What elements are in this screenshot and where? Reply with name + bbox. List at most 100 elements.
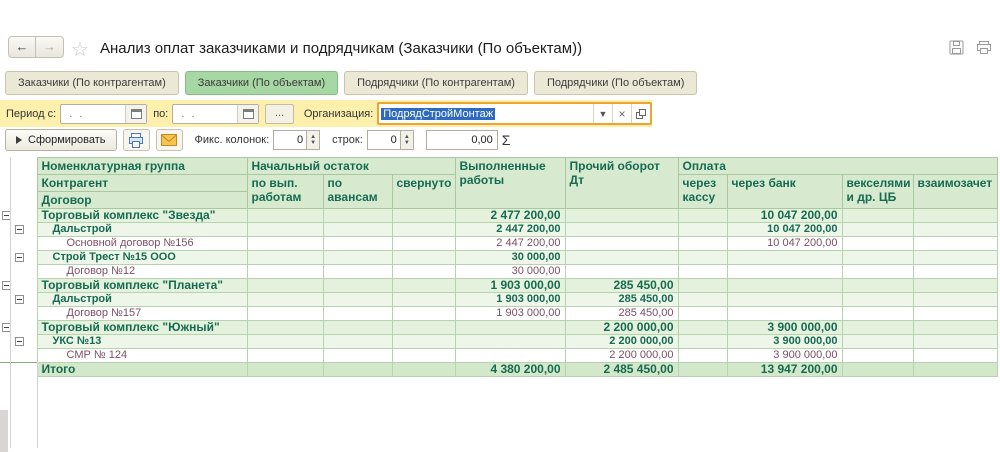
cell-bank[interactable]: 13 947 200,00	[726, 362, 843, 377]
cell-vzaim[interactable]	[912, 306, 998, 321]
total-row[interactable]: Итого 4 380 200,00 2 485 450,00 13 947 200,…	[0, 362, 998, 377]
tab-0[interactable]: Заказчики (По контрагентам)	[5, 71, 179, 95]
cell-prochiy[interactable]: 285 450,00	[564, 278, 679, 293]
tab-3[interactable]: Подрядчики (По объектам)	[533, 71, 698, 95]
cell-svernuto[interactable]	[391, 334, 456, 349]
sigma-icon[interactable]: Σ	[501, 132, 511, 148]
cell-svernuto[interactable]	[391, 208, 456, 223]
cell-kassa[interactable]	[677, 264, 728, 279]
period-to-value[interactable]: . .	[181, 107, 197, 120]
cell-nach_vyp[interactable]	[246, 222, 324, 237]
cell-vzaim[interactable]	[912, 264, 998, 279]
row-label[interactable]: Торговый комплекс "Южный"	[36, 320, 248, 335]
cell-nach_vyp[interactable]	[246, 292, 324, 307]
table-row[interactable]: Договор №12 30 000,00	[0, 264, 998, 279]
tab-1[interactable]: Заказчики (По объектам)	[184, 71, 339, 95]
cell-nach_avans[interactable]	[322, 236, 393, 251]
generate-button[interactable]: Сформировать	[5, 129, 117, 151]
cell-prochiy[interactable]	[564, 250, 679, 265]
cell-vypoln[interactable]	[454, 334, 566, 349]
row-label[interactable]: Договор №12	[36, 264, 248, 279]
col-via-bank[interactable]: через банк	[726, 174, 843, 209]
cell-vzaim[interactable]	[912, 320, 998, 335]
clear-icon[interactable]: ×	[612, 104, 631, 123]
cell-bank[interactable]	[726, 250, 843, 265]
cell-vypoln[interactable]: 30 000,00	[454, 250, 566, 265]
cell-veksel[interactable]	[841, 236, 914, 251]
print-button[interactable]	[122, 129, 150, 151]
organization-input[interactable]: ПодрядСтройМонтаж ▼ ×	[377, 102, 652, 125]
cell-vzaim[interactable]	[912, 208, 998, 223]
favorite-star-icon[interactable]: ☆	[71, 39, 89, 61]
cell-svernuto[interactable]	[391, 306, 456, 321]
cell-veksel[interactable]	[841, 334, 914, 349]
cell-nach_avans[interactable]	[322, 250, 393, 265]
table-row[interactable]: Торговый комплекс "Планета" 1 903 000,00 2…	[0, 278, 998, 293]
period-from-value[interactable]: . .	[69, 107, 85, 120]
cell-prochiy[interactable]: 285 450,00	[564, 292, 679, 307]
stepper-arrows-icon[interactable]: ▲ ▼	[400, 130, 414, 150]
more-settings-button[interactable]: ...	[265, 103, 294, 124]
cell-vypoln[interactable]: 1 903 000,00	[454, 278, 566, 293]
cell-veksel[interactable]	[841, 222, 914, 237]
cell-vypoln[interactable]: 4 380 200,00	[454, 362, 566, 377]
fix-columns-value[interactable]: 0	[273, 130, 308, 150]
table-row[interactable]: СМР № 124 2 200 000,00 3 900 000,00	[0, 348, 998, 363]
cell-prochiy[interactable]	[564, 236, 679, 251]
cell-vypoln[interactable]: 2 477 200,00	[454, 208, 566, 223]
table-row[interactable]: УКС №13 2 200 000,00 3 900 000,00	[0, 334, 998, 349]
cell-svernuto[interactable]	[391, 292, 456, 307]
cell-veksel[interactable]	[841, 292, 914, 307]
cell-kassa[interactable]	[677, 334, 728, 349]
row-label[interactable]: Итого	[36, 362, 248, 377]
cell-nach_avans[interactable]	[322, 278, 393, 293]
cell-vypoln[interactable]: 1 903 000,00	[454, 292, 566, 307]
cell-veksel[interactable]	[841, 208, 914, 223]
cell-nach_avans[interactable]	[322, 292, 393, 307]
cell-veksel[interactable]	[841, 320, 914, 335]
row-label[interactable]: Основной договор №156	[36, 236, 248, 251]
cell-vypoln[interactable]: 2 447 200,00	[454, 236, 566, 251]
cell-kassa[interactable]	[677, 250, 728, 265]
row-label[interactable]: УКС №13	[36, 334, 248, 349]
cell-kassa[interactable]	[677, 362, 728, 377]
cell-veksel[interactable]	[841, 264, 914, 279]
table-row[interactable]: Торговый комплекс "Звезда" 2 477 200,00 10…	[0, 208, 998, 223]
cell-nach_avans[interactable]	[322, 362, 393, 377]
cell-nach_avans[interactable]	[322, 348, 393, 363]
row-label[interactable]: Строй Трест №15 ООО	[36, 250, 248, 265]
cell-vzaim[interactable]	[912, 362, 998, 377]
cell-bank[interactable]	[726, 292, 843, 307]
col-counterparty[interactable]: Контрагент	[36, 174, 248, 192]
cell-bank[interactable]: 3 900 000,00	[726, 320, 843, 335]
period-to-input[interactable]: . .	[172, 103, 260, 124]
cell-nach_vyp[interactable]	[246, 208, 324, 223]
cell-nach_avans[interactable]	[322, 264, 393, 279]
cell-nach_vyp[interactable]	[246, 306, 324, 321]
cell-kassa[interactable]	[677, 292, 728, 307]
row-label[interactable]: Дальстрой	[36, 222, 248, 237]
calendar-icon[interactable]	[125, 104, 147, 123]
cell-kassa[interactable]	[677, 306, 728, 321]
cell-nach_vyp[interactable]	[246, 236, 324, 251]
save-icon[interactable]	[949, 40, 964, 60]
table-row[interactable]: Дальстрой 1 903 000,00 285 450,00	[0, 292, 998, 307]
cell-prochiy[interactable]: 2 485 450,00	[564, 362, 679, 377]
calendar-icon[interactable]	[237, 104, 259, 123]
organization-value[interactable]: ПодрядСтройМонтаж	[381, 107, 496, 120]
cell-prochiy[interactable]: 2 200 000,00	[564, 348, 679, 363]
cell-veksel[interactable]	[841, 348, 914, 363]
col-by-completed-works[interactable]: по вып. работам	[246, 174, 324, 209]
cell-nach_vyp[interactable]	[246, 320, 324, 335]
cell-svernuto[interactable]	[391, 250, 456, 265]
cell-bank[interactable]	[726, 278, 843, 293]
cell-svernuto[interactable]	[391, 222, 456, 237]
cell-prochiy[interactable]: 285 450,00	[564, 306, 679, 321]
col-other-turnover-dt[interactable]: Прочий оборот Дт	[564, 157, 679, 209]
cell-vypoln[interactable]: 2 447 200,00	[454, 222, 566, 237]
cell-nach_avans[interactable]	[322, 208, 393, 223]
cell-veksel[interactable]	[841, 362, 914, 377]
table-row[interactable]: Торговый комплекс "Южный" 2 200 000,00 3 9…	[0, 320, 998, 335]
cell-kassa[interactable]	[677, 236, 728, 251]
cell-nach_vyp[interactable]	[246, 264, 324, 279]
